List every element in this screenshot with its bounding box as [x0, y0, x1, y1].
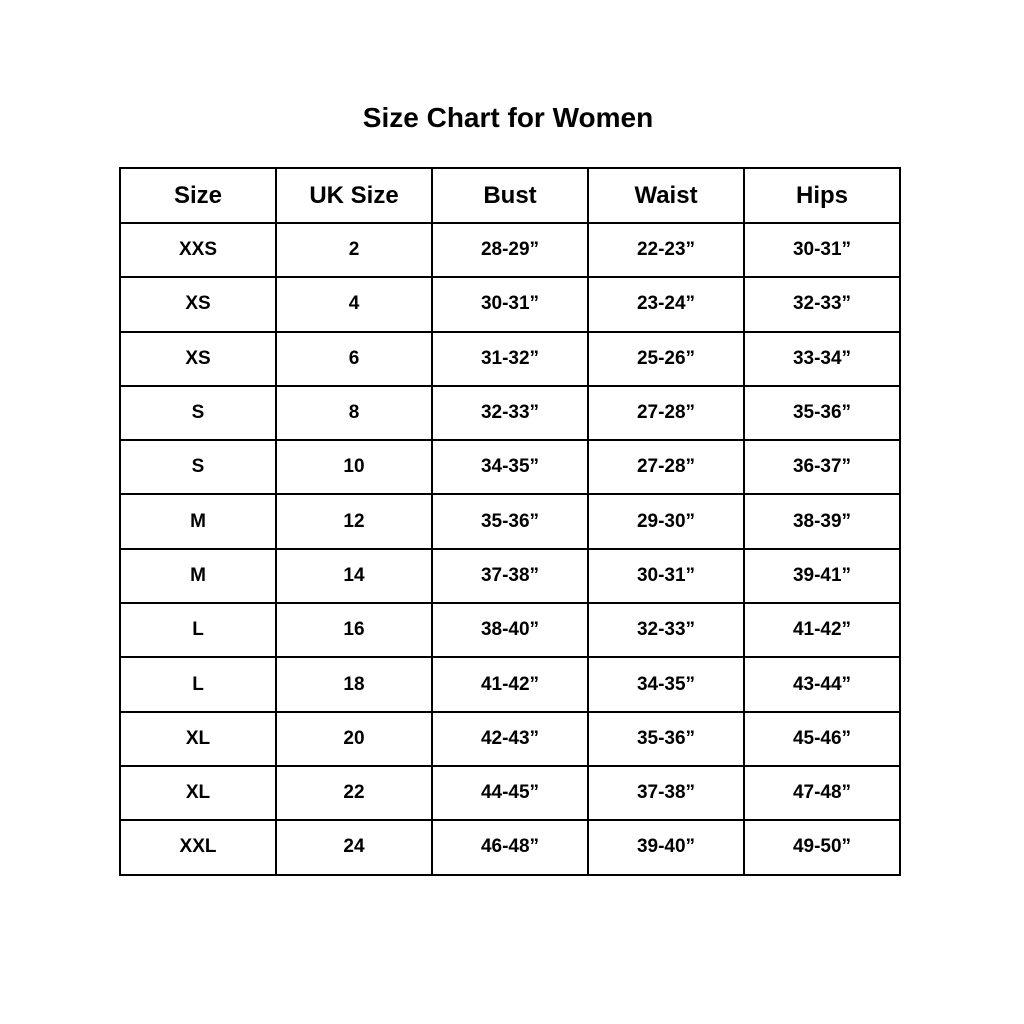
cell-hips: 43-44” — [743, 656, 901, 713]
cell-bust: 41-42” — [431, 656, 589, 713]
cell-size: XS — [119, 330, 277, 387]
size-chart-table: Size UK Size Bust Waist Hips XXS 2 28-29” 2… — [119, 167, 901, 876]
cell-hips: 47-48” — [743, 764, 901, 822]
cell-size: XL — [119, 710, 277, 767]
cell-waist: 37-38” — [587, 764, 745, 822]
cell-uk-size: 14 — [275, 547, 433, 605]
table-row: XS 4 30-31” 23-24” 32-33” — [119, 276, 901, 333]
cell-bust: 37-38” — [431, 547, 589, 605]
cell-bust: 46-48” — [431, 819, 589, 876]
cell-bust: 32-33” — [431, 384, 589, 442]
table-row: S 10 34-35” 27-28” 36-37” — [119, 439, 901, 496]
header-uk-size: UK Size — [275, 167, 433, 224]
cell-size: XL — [119, 764, 277, 822]
cell-hips: 41-42” — [743, 602, 901, 659]
page-title: Size Chart for Women — [362, 102, 654, 133]
cell-uk-size: 10 — [275, 439, 433, 496]
header-bust: Bust — [431, 167, 589, 224]
cell-uk-size: 24 — [275, 819, 433, 876]
cell-bust: 30-31” — [431, 276, 589, 333]
cell-hips: 32-33” — [743, 276, 901, 333]
cell-uk-size: 20 — [275, 710, 433, 767]
cell-uk-size: 12 — [275, 493, 433, 550]
cell-uk-size: 8 — [275, 384, 433, 442]
cell-uk-size: 22 — [275, 764, 433, 822]
cell-waist: 29-30” — [587, 493, 745, 550]
cell-size: XXS — [119, 221, 277, 279]
cell-uk-size: 2 — [275, 221, 433, 279]
cell-bust: 34-35” — [431, 439, 589, 496]
cell-bust: 44-45” — [431, 764, 589, 822]
cell-waist: 27-28” — [587, 439, 745, 496]
cell-waist: 23-24” — [587, 276, 745, 333]
cell-bust: 38-40” — [431, 602, 589, 659]
header-hips: Hips — [743, 167, 901, 224]
cell-waist: 30-31” — [587, 547, 745, 605]
cell-bust: 31-32” — [431, 330, 589, 387]
cell-waist: 32-33” — [587, 602, 745, 659]
table-row: XXL 24 46-48” 39-40” 49-50” — [119, 819, 901, 876]
table-row: L 18 41-42” 34-35” 43-44” — [119, 656, 901, 713]
table-row: XL 20 42-43” 35-36” 45-46” — [119, 710, 901, 767]
table-row: M 12 35-36” 29-30” 38-39” — [119, 493, 901, 550]
cell-hips: 49-50” — [743, 819, 901, 876]
table-row: XXS 2 28-29” 22-23” 30-31” — [119, 221, 901, 279]
cell-uk-size: 6 — [275, 330, 433, 387]
cell-hips: 33-34” — [743, 330, 901, 387]
cell-hips: 36-37” — [743, 439, 901, 496]
cell-uk-size: 16 — [275, 602, 433, 659]
cell-hips: 30-31” — [743, 221, 901, 279]
cell-size: XXL — [119, 819, 277, 876]
cell-size: M — [119, 547, 277, 605]
cell-bust: 35-36” — [431, 493, 589, 550]
cell-size: S — [119, 384, 277, 442]
table-row: XS 6 31-32” 25-26” 33-34” — [119, 330, 901, 387]
cell-uk-size: 18 — [275, 656, 433, 713]
cell-hips: 39-41” — [743, 547, 901, 605]
cell-bust: 42-43” — [431, 710, 589, 767]
cell-waist: 35-36” — [587, 710, 745, 767]
table-header-row: Size UK Size Bust Waist Hips — [119, 167, 901, 224]
cell-waist: 39-40” — [587, 819, 745, 876]
table-row: L 16 38-40” 32-33” 41-42” — [119, 602, 901, 659]
cell-hips: 45-46” — [743, 710, 901, 767]
table-row: XL 22 44-45” 37-38” 47-48” — [119, 764, 901, 822]
cell-waist: 22-23” — [587, 221, 745, 279]
cell-uk-size: 4 — [275, 276, 433, 333]
cell-size: S — [119, 439, 277, 496]
header-waist: Waist — [587, 167, 745, 224]
cell-hips: 38-39” — [743, 493, 901, 550]
cell-waist: 34-35” — [587, 656, 745, 713]
table-row: S 8 32-33” 27-28” 35-36” — [119, 384, 901, 442]
cell-bust: 28-29” — [431, 221, 589, 279]
cell-size: L — [119, 656, 277, 713]
cell-size: XS — [119, 276, 277, 333]
table-row: M 14 37-38” 30-31” 39-41” — [119, 547, 901, 605]
cell-waist: 25-26” — [587, 330, 745, 387]
cell-size: L — [119, 602, 277, 659]
header-size: Size — [119, 167, 277, 224]
table-body: XXS 2 28-29” 22-23” 30-31” XS 4 30-31” 23-24” 32-… — [119, 221, 901, 876]
cell-size: M — [119, 493, 277, 550]
cell-waist: 27-28” — [587, 384, 745, 442]
cell-hips: 35-36” — [743, 384, 901, 442]
